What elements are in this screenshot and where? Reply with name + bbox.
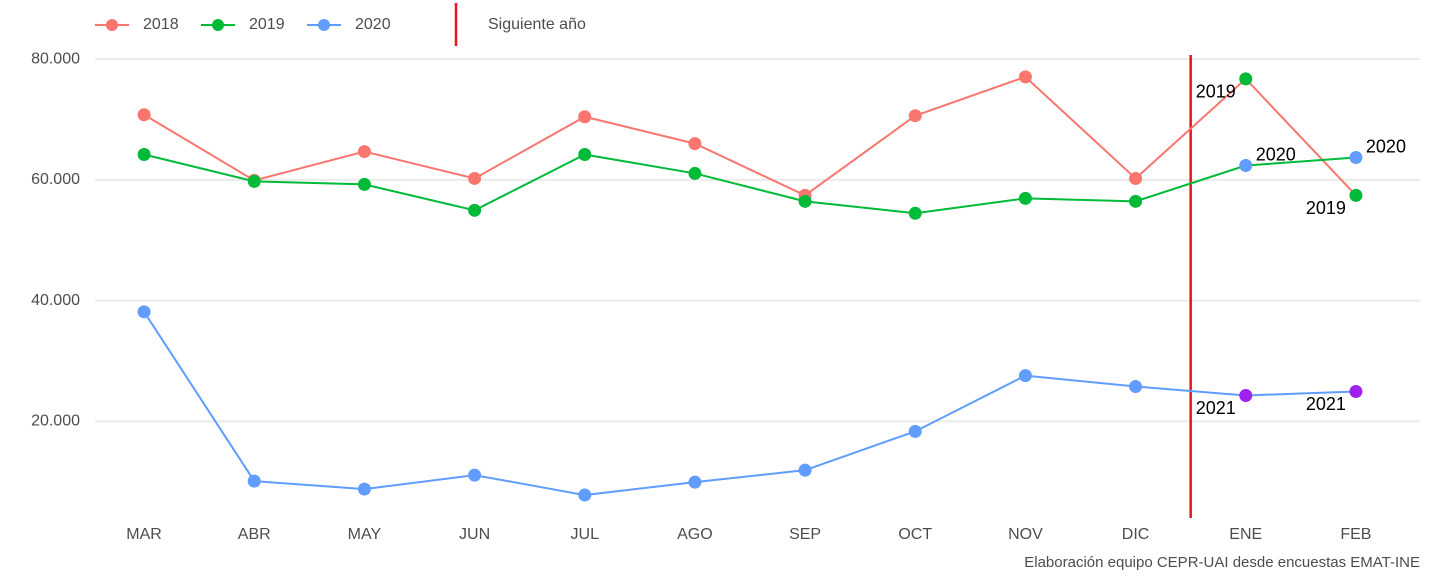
series-line	[143, 153, 1356, 215]
point	[688, 475, 702, 489]
point-label: 2019	[1306, 198, 1346, 218]
point	[468, 468, 482, 482]
x-tick-label: SEP	[789, 526, 821, 543]
legend-marker	[106, 19, 118, 31]
x-tick-label: ENE	[1229, 526, 1262, 543]
point	[1349, 188, 1363, 202]
caption: Elaboración equipo CEPR-UAI desde encues…	[1024, 554, 1420, 571]
point	[468, 203, 482, 217]
x-tick-label: DIC	[1122, 526, 1150, 543]
legend-label: Siguiente año	[488, 16, 586, 33]
point	[1129, 194, 1143, 208]
point	[908, 206, 922, 220]
point-label: 2020	[1366, 136, 1406, 156]
point	[1018, 70, 1032, 84]
point	[578, 110, 592, 124]
x-tick-label: NOV	[1008, 526, 1043, 543]
point	[1018, 369, 1032, 383]
y-tick-label: 40.000	[31, 292, 80, 309]
legend-marker	[212, 19, 224, 31]
point	[1349, 151, 1363, 165]
series-line	[143, 311, 1356, 497]
point	[1349, 384, 1363, 398]
point	[1129, 380, 1143, 394]
y-tick-label: 20.000	[31, 413, 80, 430]
legend-label: 2019	[249, 16, 285, 33]
x-tick-label: JUL	[571, 526, 600, 543]
point	[1018, 191, 1032, 205]
point	[468, 171, 482, 185]
point	[1239, 388, 1253, 402]
x-tick-label: MAY	[348, 526, 382, 543]
point	[247, 174, 261, 188]
y-tick-label: 60.000	[31, 171, 80, 188]
point-label: 2021	[1196, 398, 1236, 418]
y-tick-label: 80.000	[31, 50, 80, 67]
point	[688, 137, 702, 151]
legend-label: 2018	[143, 16, 179, 33]
x-tick-label: OCT	[898, 526, 932, 543]
legend-label: 2020	[355, 16, 391, 33]
x-tick-label: FEB	[1340, 526, 1371, 543]
point	[1129, 171, 1143, 185]
x-tick-label: MAR	[126, 526, 162, 543]
point	[798, 463, 812, 477]
point	[357, 177, 371, 191]
series-line	[143, 75, 1357, 197]
point	[357, 482, 371, 496]
point-label: 2019	[1196, 82, 1236, 102]
point	[798, 194, 812, 208]
point	[137, 148, 151, 162]
point	[688, 166, 702, 180]
point	[1239, 159, 1253, 173]
point	[578, 488, 592, 502]
point	[908, 109, 922, 123]
point-label: 2020	[1256, 144, 1296, 164]
x-tick-label: AGO	[677, 526, 713, 543]
point	[247, 474, 261, 488]
point	[357, 145, 371, 159]
point	[137, 108, 151, 122]
point-label: 2021	[1306, 394, 1346, 414]
point	[1239, 72, 1253, 86]
x-tick-label: JUN	[459, 526, 490, 543]
point	[908, 424, 922, 438]
point	[578, 148, 592, 162]
legend-marker	[318, 19, 330, 31]
x-tick-label: ABR	[238, 526, 271, 543]
point	[137, 305, 151, 319]
